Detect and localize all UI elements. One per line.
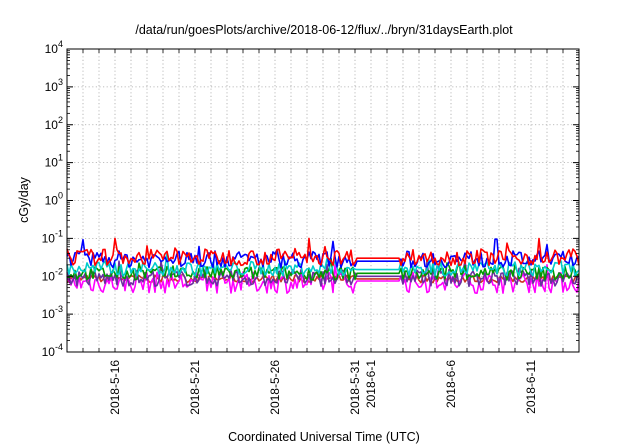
x-tick-label: 2018-5-26	[268, 360, 282, 415]
series-line	[66, 237, 580, 267]
series-line	[66, 257, 580, 281]
y-tick-label: 104	[45, 39, 63, 56]
y-tick-label: 10-2	[42, 266, 63, 283]
y-tick-label: 10-4	[42, 342, 63, 359]
x-tick-label: 2018-6-1	[364, 360, 378, 408]
x-tick-label: 2018-6-11	[524, 360, 538, 414]
x-tick-label: 2018-5-16	[108, 360, 122, 415]
x-tick-label: 2018-5-21	[188, 360, 202, 415]
y-axis-label: cGy/day	[17, 176, 31, 223]
y-tick-label: 101	[45, 153, 63, 170]
series-line	[66, 252, 580, 277]
y-tick-label: 100	[45, 191, 63, 208]
y-tick-label: 102	[45, 115, 63, 132]
x-tick-labels: 2018-5-16 2018-5-21 2018-5-26 2018-5-31 2018…	[108, 360, 538, 415]
x-axis-label: Coordinated Universal Time (UTC)	[228, 430, 420, 444]
y-tick-label: 10-3	[42, 304, 63, 321]
x-tick-label: 2018-6-6	[444, 360, 458, 408]
chart-title: /data/run/goesPlots/archive/2018-06-12/f…	[135, 23, 513, 37]
y-tick-label: 103	[45, 77, 63, 94]
grid-lines	[67, 49, 579, 352]
y-tick-label: 10-1	[42, 228, 63, 245]
y-tick-labels: 10-4 10-3 10-2 10-1 100 101 102 103 104	[42, 39, 63, 359]
x-tick-label: 2018-5-31	[348, 360, 362, 415]
axis-ticks	[67, 48, 579, 353]
data-series	[66, 237, 580, 295]
series-line	[66, 263, 580, 295]
